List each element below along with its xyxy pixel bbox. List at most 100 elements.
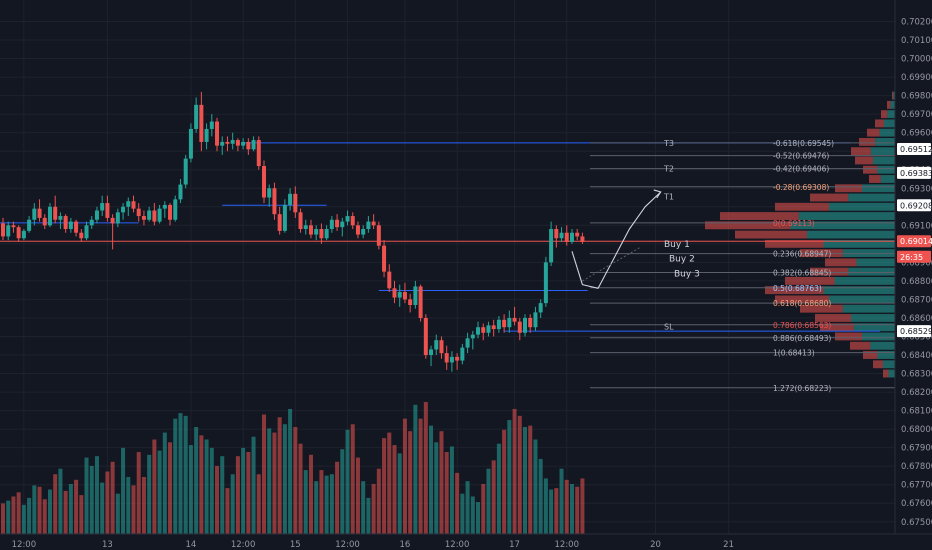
volume-bar [355, 457, 360, 534]
volume-bar [1, 503, 5, 534]
candle-body [6, 225, 11, 237]
time-axis[interactable]: 12:00 13 14 12:00 15 12:00 16 12:00 17 12:00 20 21 [12, 540, 734, 550]
drawn-path [571, 191, 662, 289]
time-tick-label: 20 [650, 540, 661, 550]
volume-bar [199, 435, 204, 534]
volume-bar [100, 482, 105, 534]
volume-bar [53, 474, 58, 534]
volume-bar [376, 468, 381, 534]
volume-profile-up-row [842, 304, 895, 313]
volume-profile-up-row [875, 137, 895, 146]
candle-body [293, 193, 298, 213]
volume-bar [434, 442, 439, 534]
time-tick-label: 12:00 [555, 540, 580, 550]
candle-body [141, 216, 146, 220]
target-label: SL [664, 322, 674, 331]
volume-bar [340, 449, 345, 534]
volume-profile-up-row [884, 119, 895, 128]
volume-bar [314, 481, 319, 534]
volume-profile-down-row [869, 175, 881, 183]
volume-profile-up-row [829, 202, 895, 211]
candle-body [178, 184, 183, 200]
fibonacci-levels[interactable]: -0.618(0.69545) -0.52(0.69476) -0.42(0.694… [590, 139, 895, 393]
candle-body [340, 221, 345, 228]
candle-body [147, 210, 152, 220]
volume-bar [194, 427, 199, 534]
candle-body [115, 212, 120, 224]
candle-body [361, 229, 366, 235]
candle-body [429, 349, 434, 356]
volume-bar [512, 408, 517, 534]
candle-body [110, 217, 115, 224]
volume-bar [402, 418, 407, 534]
volume-bar [27, 497, 32, 534]
candle-body [418, 286, 423, 318]
volume-bar [162, 432, 167, 534]
fib-level-label: 0.5(0.68763) [773, 284, 822, 293]
candle-body [121, 206, 126, 213]
fib-level-label: 0(0.69113) [773, 219, 815, 228]
volume-profile-down-row [873, 360, 883, 369]
fib-level-label: 0.382(0.68845) [773, 269, 831, 278]
volume-profile-up-row [862, 332, 895, 341]
volume-profile-up-row [877, 165, 895, 174]
volume-bar [455, 472, 460, 534]
candle-body [251, 140, 256, 150]
candle-body [470, 334, 475, 339]
volume-bar [110, 461, 115, 534]
volume-bar [444, 452, 449, 534]
volume-profile [705, 91, 895, 378]
volume-profile-down-row [705, 221, 791, 230]
volume-bar [575, 486, 580, 534]
volume-profile-down-row [850, 341, 871, 350]
volume-profile-down-row [735, 230, 807, 239]
candle-body [444, 353, 449, 363]
volume-profile-down-row [851, 147, 871, 156]
volume-bar [303, 470, 308, 534]
candle-body [512, 317, 517, 322]
volume-profile-up-row [879, 128, 895, 137]
candle-body [413, 286, 418, 305]
dashed-projection [582, 247, 641, 282]
candle-body [173, 199, 178, 220]
candle-body [89, 219, 94, 226]
volume-profile-up-row [870, 341, 895, 350]
buy-label: Buy 3 [674, 269, 700, 279]
candle-body [345, 216, 350, 222]
drawn-arrow-head [653, 189, 662, 199]
volume-profile-up-row [890, 100, 895, 109]
volume-bar [168, 442, 173, 534]
candle-body [523, 317, 527, 333]
candle-body [329, 219, 334, 230]
volume-profile-down-row [815, 314, 851, 322]
price-tag-bg [897, 142, 931, 155]
volume-bar [58, 468, 63, 534]
candle-body [230, 140, 235, 144]
volume-profile-up-row [862, 184, 895, 193]
volume-bar [251, 436, 256, 534]
candle-body [246, 141, 251, 150]
volume-bar [418, 418, 423, 534]
volume-bar [209, 447, 214, 534]
volume-bar [74, 479, 79, 534]
volume-bar [84, 457, 89, 534]
fib-level-label: 0.886(0.68493) [773, 334, 831, 343]
volume-bar [141, 477, 146, 534]
volume-bar [288, 408, 293, 534]
price-tag-bg [897, 199, 931, 212]
candle-body [308, 225, 313, 235]
fib-level-label: -0.52(0.69476) [773, 152, 829, 161]
volume-bar [293, 427, 298, 534]
volume-profile-down-row [785, 276, 835, 285]
buy-label: Buy 2 [669, 255, 695, 265]
